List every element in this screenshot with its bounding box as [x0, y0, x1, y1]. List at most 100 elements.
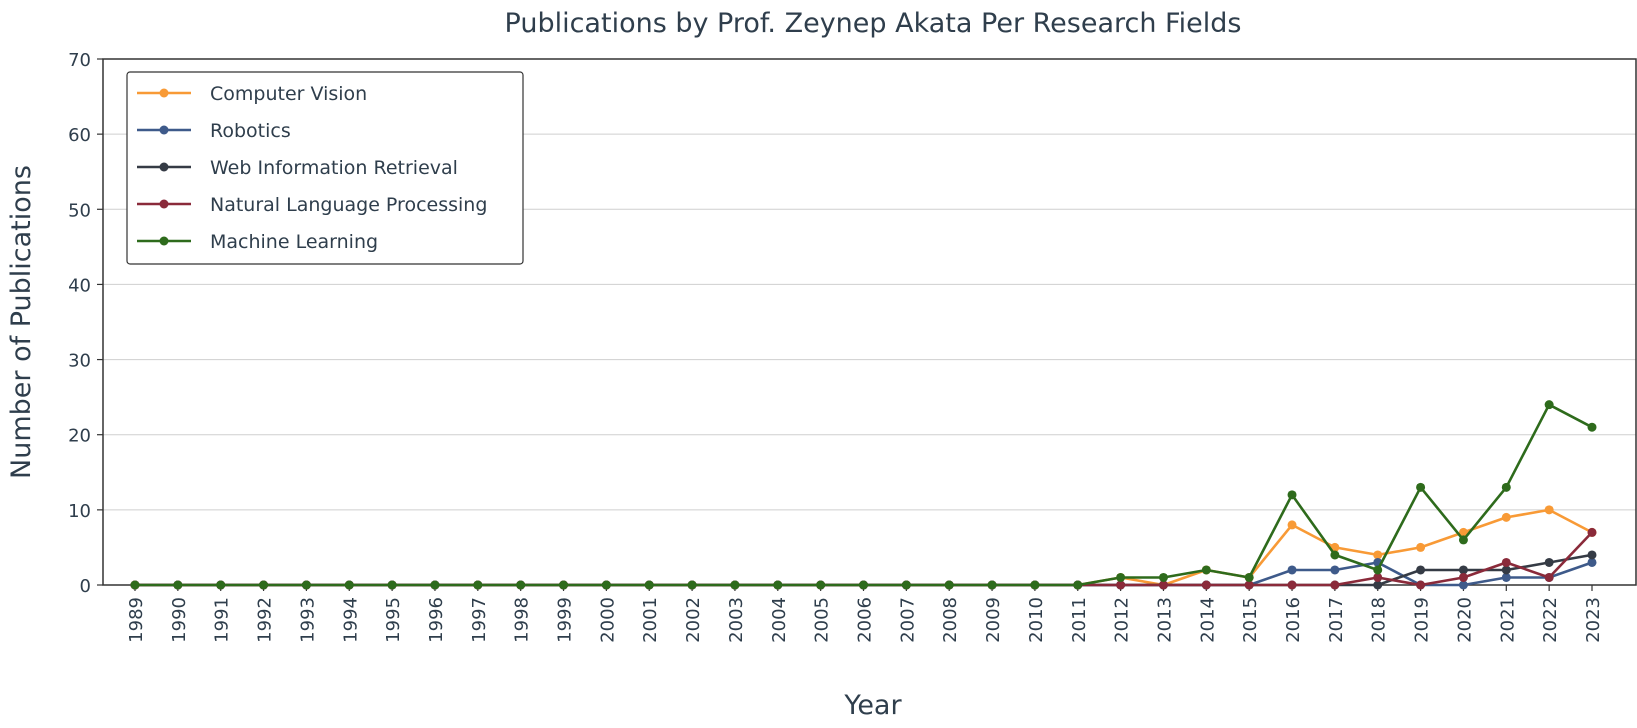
- data-point-4-2022: [1544, 400, 1554, 410]
- x-tick-label-1995: 1995: [383, 597, 404, 643]
- data-point-4-2016: [1287, 490, 1297, 500]
- data-point-4-2009: [987, 580, 997, 590]
- legend-label-2: Web Information Retrieval: [210, 157, 458, 179]
- x-tick-label-1997: 1997: [469, 597, 490, 643]
- series-line-4: [135, 403, 1593, 587]
- data-point-4-2003: [730, 580, 740, 590]
- x-axis: 1989 1990 1991 1992 1993 1994 1995 1996 1997 1998…: [126, 585, 1604, 643]
- legend: Computer Vision Robotics Web Information R…: [126, 71, 524, 265]
- data-point-4-2004: [773, 580, 783, 590]
- data-point-4-1996: [430, 580, 440, 590]
- chart-title: Publications by Prof. Zeynep Akata Per R…: [505, 8, 1242, 39]
- data-point-4-2018: [1373, 565, 1383, 575]
- series-line-0: [135, 508, 1593, 587]
- data-point-4-2019: [1416, 482, 1426, 492]
- x-tick-label-2012: 2012: [1112, 597, 1133, 643]
- y-tick-label-30: 30: [68, 351, 91, 372]
- x-tick-label-2006: 2006: [855, 597, 876, 643]
- data-point-4-1989: [130, 580, 140, 590]
- x-tick-label-2003: 2003: [726, 597, 747, 643]
- x-tick-label-2017: 2017: [1326, 597, 1347, 643]
- x-tick-label-2000: 2000: [597, 597, 618, 643]
- data-point-4-1998: [516, 580, 526, 590]
- legend-label-4: Machine Learning: [210, 231, 378, 253]
- data-point-4-1991: [216, 580, 226, 590]
- x-tick-label-2023: 2023: [1583, 597, 1604, 643]
- data-point-4-2014: [1201, 565, 1211, 575]
- data-point-4-2021: [1501, 482, 1511, 492]
- data-point-4-1992: [259, 580, 269, 590]
- data-point-0-2021: [1501, 512, 1511, 522]
- legend-label-0: Computer Vision: [210, 83, 367, 105]
- x-tick-label-1993: 1993: [297, 597, 318, 643]
- data-point-3-2013: [1158, 580, 1168, 590]
- x-tick-label-1989: 1989: [126, 597, 147, 643]
- x-tick-label-1990: 1990: [169, 597, 190, 643]
- legend-swatch-marker-0: [159, 88, 169, 98]
- x-tick-label-2004: 2004: [769, 597, 790, 643]
- x-axis-label: Year: [843, 690, 902, 721]
- legend-label-1: Robotics: [210, 120, 291, 142]
- data-point-2-2019: [1416, 565, 1426, 575]
- x-tick-label-1999: 1999: [555, 597, 576, 643]
- data-point-4-2023: [1587, 422, 1597, 432]
- data-point-3-2020: [1458, 572, 1468, 582]
- data-point-1-2023: [1587, 557, 1597, 567]
- y-tick-label-10: 10: [68, 501, 91, 522]
- y-tick-label-0: 0: [80, 576, 91, 597]
- y-tick-label-70: 70: [68, 50, 91, 71]
- x-tick-label-1996: 1996: [426, 597, 447, 643]
- x-tick-label-1994: 1994: [340, 597, 361, 643]
- data-point-0-2018: [1373, 550, 1383, 560]
- x-tick-label-2020: 2020: [1454, 597, 1475, 643]
- x-tick-label-2019: 2019: [1412, 597, 1433, 643]
- data-point-4-2017: [1330, 550, 1340, 560]
- legend-swatch-marker-4: [159, 236, 169, 246]
- legend-item-4: Machine Learning: [137, 231, 378, 253]
- data-point-4-2011: [1073, 580, 1083, 590]
- legend-swatch-marker-3: [159, 199, 169, 209]
- data-point-2-2023: [1587, 550, 1597, 560]
- data-point-2-2020: [1458, 565, 1468, 575]
- data-point-2-2022: [1544, 557, 1554, 567]
- x-tick-label-2015: 2015: [1240, 597, 1261, 643]
- data-point-3-2012: [1116, 580, 1126, 590]
- x-tick-label-2001: 2001: [640, 597, 661, 643]
- data-point-4-1994: [344, 580, 354, 590]
- data-point-3-2023: [1587, 527, 1597, 537]
- x-tick-label-2005: 2005: [812, 597, 833, 643]
- data-point-0-2022: [1544, 505, 1554, 515]
- y-tick-label-50: 50: [68, 200, 91, 221]
- x-tick-label-2009: 2009: [983, 597, 1004, 643]
- data-point-3-2017: [1330, 580, 1340, 590]
- data-point-4-2012: [1116, 572, 1126, 582]
- series-4: [130, 400, 1597, 590]
- x-tick-label-2016: 2016: [1283, 597, 1304, 643]
- x-tick-label-2007: 2007: [897, 597, 918, 643]
- data-point-3-2019: [1416, 580, 1426, 590]
- data-point-0-2020: [1458, 527, 1468, 537]
- x-tick-label-2010: 2010: [1026, 597, 1047, 643]
- data-point-3-2014: [1201, 580, 1211, 590]
- data-point-4-2008: [944, 580, 954, 590]
- legend-item-3: Natural Language Processing: [137, 194, 487, 216]
- legend-item-2: Web Information Retrieval: [137, 157, 458, 179]
- x-tick-label-2021: 2021: [1497, 597, 1518, 643]
- y-tick-label-40: 40: [68, 275, 91, 296]
- data-point-1-2020: [1458, 580, 1468, 590]
- data-point-4-2013: [1158, 572, 1168, 582]
- y-tick-label-60: 60: [68, 125, 91, 146]
- x-tick-label-1998: 1998: [512, 597, 533, 643]
- y-axis: 0 10 20 30 40 50 60 70: [68, 50, 103, 597]
- data-point-4-2001: [644, 580, 654, 590]
- data-point-3-2021: [1501, 557, 1511, 567]
- data-point-4-2000: [601, 580, 611, 590]
- data-point-4-2005: [816, 580, 826, 590]
- data-point-4-1993: [301, 580, 311, 590]
- data-point-4-2006: [859, 580, 868, 590]
- y-axis-label: Number of Publications: [6, 165, 37, 479]
- data-point-0-2019: [1416, 542, 1426, 552]
- data-point-4-1995: [387, 580, 397, 590]
- x-tick-label-2018: 2018: [1369, 597, 1390, 643]
